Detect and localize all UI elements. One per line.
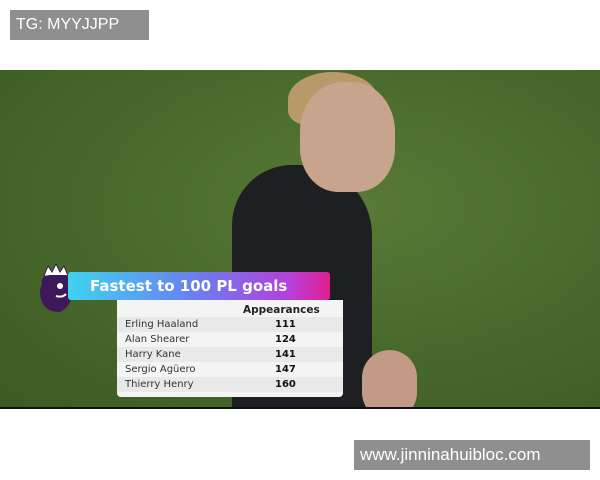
watermark-bottom: www.jinninahuibloc.com — [354, 440, 590, 470]
player-head — [300, 82, 395, 192]
player-name: Erling Haaland — [125, 319, 199, 330]
player-arm — [362, 350, 417, 409]
player-name: Alan Shearer — [125, 334, 190, 345]
watermark-top: TG: MYYJJPP — [10, 10, 149, 40]
table-row: Alan Shearer 124 — [117, 332, 343, 347]
graphic-title-banner: Fastest to 100 PL goals — [68, 272, 330, 300]
stats-table: Appearances Erling Haaland 111 Alan Shear… — [117, 300, 343, 397]
player-name: Sergio Agüero — [125, 364, 196, 375]
video-frame: Fastest to 100 PL goals Appearances Erli… — [0, 70, 600, 409]
appearances-value: 124 — [275, 334, 296, 345]
table-row: Erling Haaland 111 — [117, 317, 343, 332]
table-row: Thierry Henry 160 — [117, 377, 343, 392]
table-row: Harry Kane 141 — [117, 347, 343, 362]
table-row: Sergio Agüero 147 — [117, 362, 343, 377]
player-name: Harry Kane — [125, 349, 181, 360]
appearances-value: 111 — [275, 319, 296, 330]
premier-league-lion-icon — [40, 262, 73, 312]
appearances-value: 147 — [275, 364, 296, 375]
appearances-value: 141 — [275, 349, 296, 360]
appearances-value: 160 — [275, 379, 296, 390]
player-name: Thierry Henry — [125, 379, 194, 390]
column-header-appearances: Appearances — [243, 304, 320, 316]
